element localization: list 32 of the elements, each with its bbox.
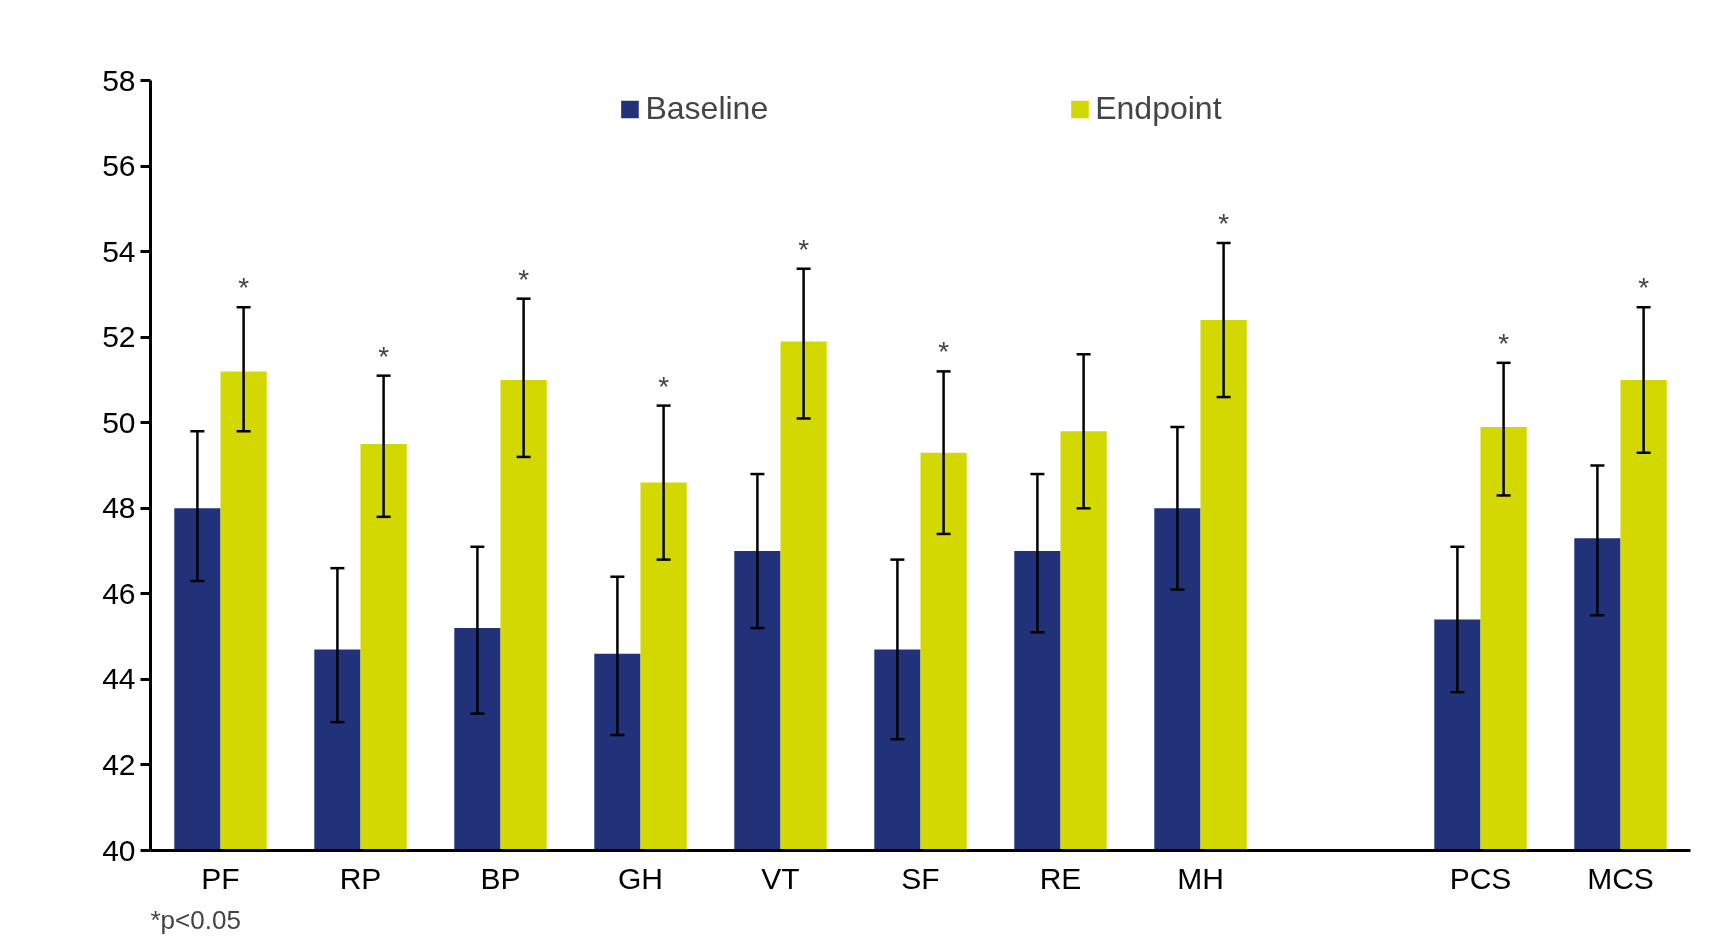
x-tick-label: BP: [480, 861, 521, 895]
x-tick-label: PF: [201, 861, 240, 895]
x-tick-label: RP: [339, 861, 382, 895]
data-label: *: [1498, 327, 1510, 359]
x-tick-label: SF: [901, 861, 940, 895]
y-tick-label: 46: [102, 576, 136, 610]
x-tick-label: MH: [1177, 861, 1224, 895]
data-label: *: [1218, 208, 1230, 240]
data-label: *: [238, 272, 250, 304]
y-tick-label: 56: [102, 149, 136, 183]
y-tick-label: 44: [102, 662, 136, 696]
y-tick-label: 48: [102, 491, 136, 525]
legend-label: Endpoint: [1095, 90, 1222, 127]
data-label: *: [1638, 272, 1650, 304]
y-tick-label: 58: [102, 63, 136, 97]
data-label: *: [938, 336, 950, 368]
y-tick-label: 40: [102, 833, 136, 867]
data-label: *: [518, 263, 530, 295]
x-tick-label: RE: [1039, 861, 1082, 895]
x-tick-label: VT: [761, 861, 800, 895]
y-tick-label: 50: [102, 405, 136, 439]
y-tick-label: 52: [102, 320, 136, 354]
x-tick-label: GH: [618, 861, 663, 895]
x-tick-label: MCS: [1587, 861, 1654, 895]
legend-label: Baseline: [645, 90, 769, 127]
data-label: *: [798, 233, 810, 265]
data-label: *: [378, 340, 390, 372]
text: *p<0.05: [150, 904, 241, 935]
x-tick-label: PCS: [1449, 861, 1512, 895]
y-tick-label: 54: [102, 234, 136, 268]
y-tick-label: 42: [102, 747, 136, 781]
data-label: *: [658, 370, 670, 402]
